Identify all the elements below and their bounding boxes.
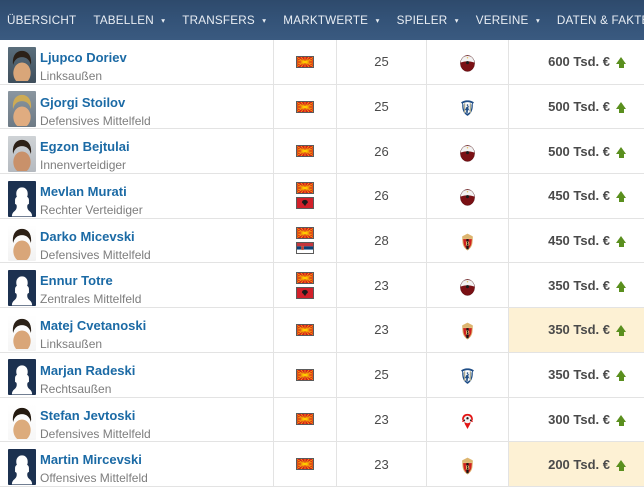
svg-text:B: B — [465, 464, 470, 471]
svg-text:B: B — [465, 330, 470, 337]
svg-text:B: B — [465, 241, 470, 248]
